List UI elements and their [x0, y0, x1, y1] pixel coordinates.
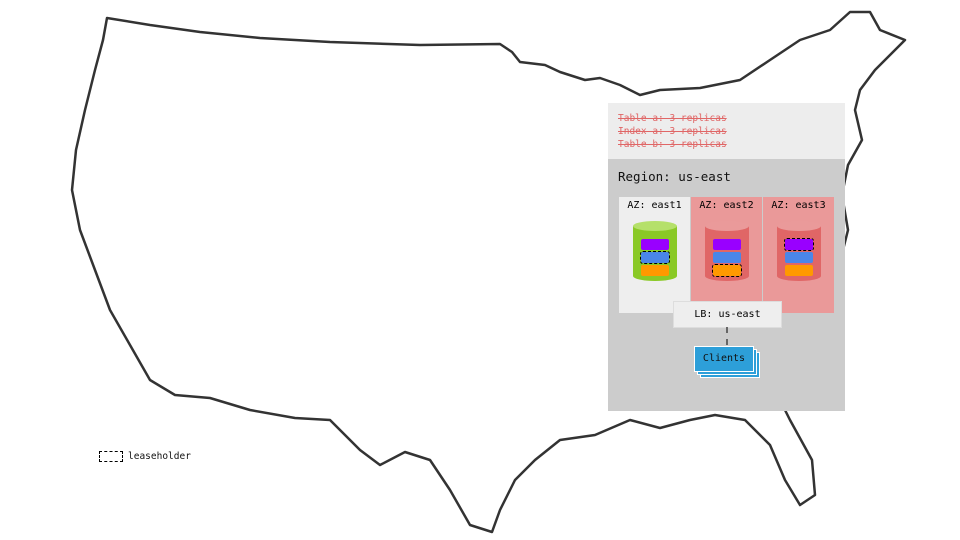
region-us-east: Region: us-east AZ: east1 AZ: east2 AZ: ea… [608, 159, 845, 411]
range-replica [713, 252, 741, 263]
region-title: Region: us-east [618, 169, 731, 184]
note-table-a: Table a: 3 replicas [618, 113, 727, 124]
az-label: AZ: east3 [771, 200, 826, 211]
note-table-b: Table b: 3 replicas [618, 139, 727, 150]
legend-label: leaseholder [128, 451, 191, 462]
load-balancer: LB: us-east [673, 301, 782, 328]
range-replica [785, 252, 813, 263]
az-1: AZ: east1 [619, 197, 690, 313]
legend: leaseholder [99, 451, 191, 462]
range-replica [785, 265, 813, 276]
range-replica-leaseholder [784, 238, 814, 251]
az-3: AZ: east3 [763, 197, 834, 313]
replica-notes-panel: Table a: 3 replicas Index a: 3 replicas … [608, 103, 845, 159]
range-replica [641, 265, 669, 276]
az-2: AZ: east2 [691, 197, 762, 313]
lb-clients-connector [726, 327, 728, 345]
az-label: AZ: east2 [699, 200, 754, 211]
range-replica-leaseholder [640, 251, 670, 264]
range-replica [713, 239, 741, 250]
range-replica-leaseholder [712, 264, 742, 277]
clients-box: Clients [694, 346, 754, 372]
note-index-a: Index a: 3 replicas [618, 126, 727, 137]
az-label: AZ: east1 [627, 200, 682, 211]
leaseholder-dashed-box-icon [99, 451, 123, 462]
range-replica [641, 239, 669, 250]
